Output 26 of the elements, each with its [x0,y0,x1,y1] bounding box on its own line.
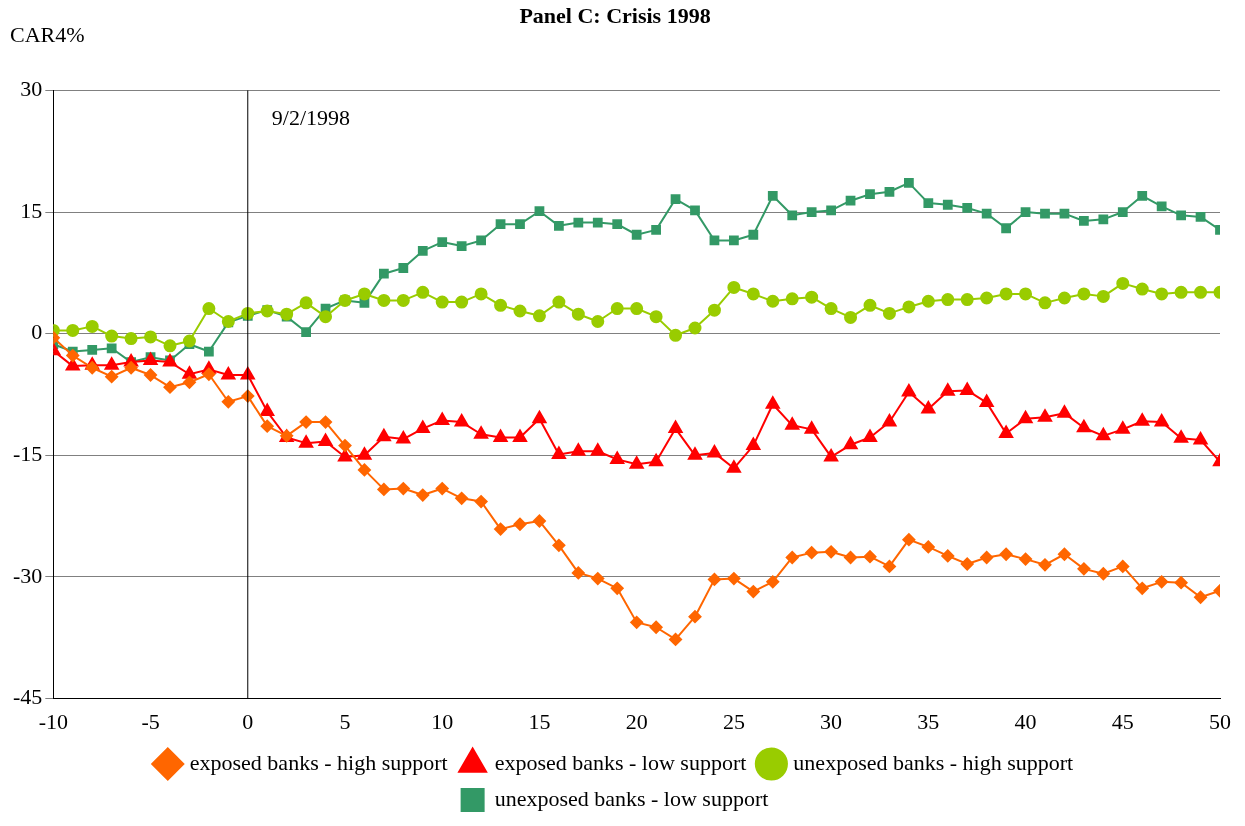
legend-label: exposed banks - low support [494,749,747,775]
x-tick-label: 5 [339,708,351,734]
x-tick-label: 20 [625,708,648,734]
y-tick-label: -30 [13,562,43,588]
y-tick-label: -45 [13,684,43,710]
y-tick-label: 30 [20,76,43,102]
y-tick-label: 0 [31,319,43,345]
x-tick-label: 45 [1111,708,1134,734]
x-tick-label: 25 [722,708,745,734]
x-tick-label: 40 [1014,708,1037,734]
legend-label: unexposed banks - low support [494,785,769,811]
x-tick-label: 35 [917,708,940,734]
x-tick-label: 10 [431,708,454,734]
chart-title: Panel C: Crisis 1998 [519,2,711,28]
legend-label: unexposed banks - high support [793,749,1074,775]
x-tick-label: 50 [1209,708,1231,734]
x-tick-label: 0 [242,708,254,734]
x-tick-label: -10 [38,708,68,734]
y-tick-label: 15 [20,197,43,223]
legend-label: exposed banks - high support [189,749,448,775]
x-tick-label: 30 [820,708,843,734]
y-tick-label: -15 [13,441,43,467]
annotation: 9/2/1998 [271,105,351,131]
x-tick-label: 15 [528,708,551,734]
y-axis-title: CAR4% [10,22,85,48]
x-tick-label: -5 [141,708,160,734]
